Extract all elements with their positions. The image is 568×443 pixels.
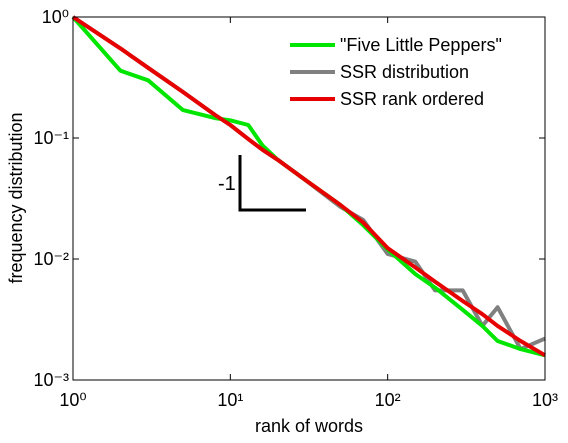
x-tick-label: 10¹ [217, 390, 243, 410]
slope-annotation: -1 [218, 173, 236, 195]
slope-triangle [238, 155, 306, 212]
x-tick-label: 10⁰ [59, 390, 86, 410]
y-tick-label: 10⁰ [42, 7, 69, 27]
y-tick-label: 10⁻¹ [33, 128, 69, 148]
y-tick-label: 10⁻² [33, 249, 69, 269]
series-line [71, 15, 547, 358]
x-axis-label: rank of words [255, 416, 363, 436]
x-tick-label: 10³ [532, 390, 558, 410]
y-axis-label: frequency distribution [6, 112, 26, 283]
legend-label: "Five Little Peppers" [340, 35, 502, 55]
plot-frame [72, 16, 546, 381]
legend-label: SSR distribution [340, 62, 469, 82]
y-tick-label: 10⁻³ [33, 370, 69, 390]
legend-label: SSR rank ordered [340, 89, 484, 109]
x-tick-label: 10² [375, 390, 401, 410]
